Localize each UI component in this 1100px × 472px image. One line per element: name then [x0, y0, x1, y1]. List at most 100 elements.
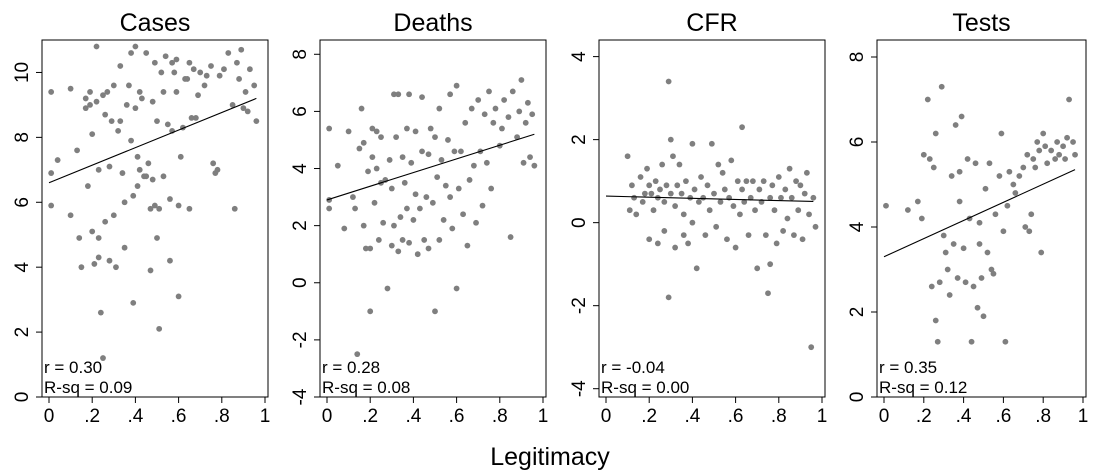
scatter-point: [976, 219, 983, 226]
scatter-point: [143, 50, 150, 56]
y-tick-label: 2: [847, 307, 868, 318]
scatter-point: [138, 95, 145, 102]
scatter-point: [406, 91, 412, 98]
scatter-point: [918, 215, 925, 222]
scatter-point: [741, 198, 748, 205]
scatter-point: [665, 78, 672, 85]
scatter-point: [958, 113, 965, 120]
plot-frame: [41, 39, 269, 398]
scatter-point: [702, 232, 709, 239]
scatter-point: [365, 168, 371, 175]
scatter-point: [416, 205, 423, 212]
scatter-point: [184, 76, 191, 82]
scatter-point: [996, 173, 1003, 179]
scatter-point: [990, 270, 997, 277]
scatter-point: [447, 91, 454, 98]
scatter-point: [188, 114, 195, 121]
scatter-point: [134, 183, 141, 189]
scatter-point: [186, 59, 193, 66]
scatter-point: [84, 183, 91, 189]
scatter-point: [408, 159, 415, 166]
scatter-point: [253, 118, 260, 125]
y-tick-label: 2: [569, 134, 590, 145]
scatter-point: [1000, 228, 1007, 235]
scatter-point: [95, 254, 102, 261]
scatter-point: [462, 119, 469, 126]
scatter-point: [1006, 168, 1013, 175]
scatter-point: [399, 237, 406, 243]
scatter-point: [238, 46, 245, 53]
scatter-point: [968, 338, 975, 345]
y-tick-label: 2: [12, 327, 33, 338]
x-tick-label: 0: [44, 406, 55, 427]
scatter-point: [654, 240, 661, 247]
scatter-point: [801, 190, 808, 197]
scatter-point: [743, 178, 750, 185]
y-tick-label: 2: [290, 220, 311, 231]
panel-title: CFR: [686, 9, 737, 37]
scatter-point: [934, 338, 941, 345]
scatter-point: [102, 218, 109, 225]
scatter-point: [74, 147, 80, 154]
scatter-point: [225, 50, 232, 56]
scatter-point: [724, 236, 730, 243]
scatter-point: [231, 205, 238, 212]
scatter-point: [147, 267, 154, 274]
y-tick-label: 0: [290, 277, 311, 288]
scatter-point: [442, 182, 449, 189]
scatter-point: [149, 98, 156, 105]
scatter-point: [412, 128, 419, 135]
scatter-point: [95, 235, 102, 241]
scatter-point: [924, 96, 931, 103]
scatter-point: [108, 118, 115, 125]
y-tick-label: 4: [847, 221, 868, 232]
scatter-point: [784, 215, 791, 222]
scatter-point: [201, 82, 208, 89]
scatter-point: [334, 162, 341, 169]
scatter-point: [767, 261, 774, 268]
scatter-point: [762, 232, 769, 239]
scatter-point: [445, 137, 451, 143]
scatter-point: [367, 245, 374, 252]
fit-line: [48, 97, 257, 184]
panel-title: Deaths: [393, 9, 472, 37]
scatter-point: [624, 153, 631, 160]
scatter-point: [192, 114, 199, 121]
scatter-point: [499, 125, 505, 132]
scatter-point: [708, 140, 715, 147]
correlation-label: r = -0.04: [601, 358, 665, 377]
scatter-point: [375, 237, 382, 243]
scatter-point: [812, 223, 819, 230]
scatter-point: [429, 199, 436, 206]
scatter-point: [978, 275, 985, 281]
x-tick-label: .2: [641, 406, 657, 427]
scatter-point: [1002, 338, 1009, 345]
scatter-point: [904, 207, 911, 213]
x-tick-label: 1: [260, 406, 271, 427]
scatter-point: [246, 66, 253, 73]
scatter-point: [926, 156, 933, 162]
scatter-point: [128, 137, 134, 144]
x-tick-label: .6: [171, 406, 187, 427]
scatter-point: [466, 177, 473, 183]
scatter-point: [970, 283, 977, 290]
scatter-point: [663, 182, 670, 189]
scatter-point: [674, 182, 681, 189]
scatter-point: [173, 56, 180, 63]
correlation-label: r = 0.35: [879, 358, 937, 377]
scatter-point: [87, 89, 93, 95]
scatter-point: [629, 182, 635, 189]
scatter-point: [932, 130, 939, 137]
scatter-point: [427, 125, 434, 132]
scatter-point: [345, 128, 352, 135]
scatter-point: [932, 317, 939, 324]
scatter-point: [1024, 151, 1031, 158]
scatter-point: [67, 85, 74, 92]
scatter-point: [100, 355, 106, 361]
x-tick-label: .4: [684, 406, 700, 427]
scatter-point: [425, 245, 432, 252]
scatter-point: [948, 173, 955, 179]
scatter-point: [711, 190, 717, 197]
x-tick-label: 1: [538, 406, 549, 427]
